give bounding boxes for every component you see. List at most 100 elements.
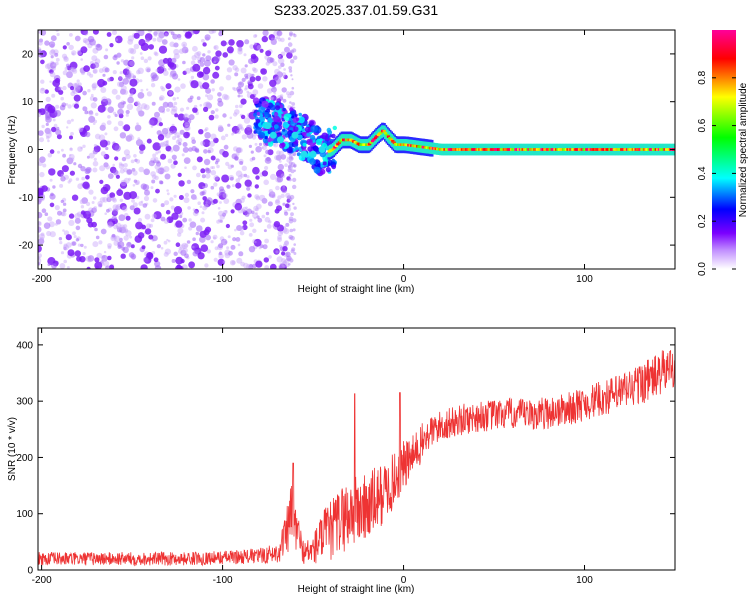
spectrogram-noise-cell: [253, 42, 257, 46]
spectrogram-noise-cell: [132, 170, 138, 176]
spectrogram-noise-cell: [51, 263, 57, 269]
spectrogram-noise-cell: [246, 263, 253, 269]
spectrogram-noise-cell: [184, 122, 190, 127]
spectrogram-noise-cell: [258, 194, 266, 202]
spectrogram-noise-cell: [139, 79, 143, 83]
spectrogram-noise-cell: [133, 154, 137, 158]
spectrogram-noise-cell: [275, 185, 280, 191]
spectrogram-noise-cell: [262, 76, 268, 82]
spectrogram-noise-cell: [69, 147, 73, 152]
spectrogram-noise-cell: [170, 31, 175, 36]
spectrogram-noise-cell: [235, 182, 242, 189]
spectrogram-noise-cell: [241, 195, 246, 200]
spectrogram-peak-cell: [291, 131, 299, 139]
spectrogram-noise-cell: [80, 205, 85, 209]
spectrogram-noise-cell: [142, 184, 150, 191]
spectrogram-noise-cell: [143, 195, 150, 202]
spectrogram-noise-cell: [135, 139, 143, 147]
spectrogram-noise-cell: [292, 202, 295, 206]
spectrogram-noise-cell: [136, 122, 139, 125]
spectrogram-noise-cell: [128, 135, 135, 141]
spectrogram-noise-cell: [151, 179, 156, 184]
spectrogram-noise-cell: [218, 253, 224, 259]
spectrogram-noise-cell: [237, 49, 243, 55]
spectrogram-noise-cell: [50, 192, 54, 197]
spectrogram-noise-cell: [156, 168, 161, 174]
spectrogram-noise-cell: [213, 46, 217, 49]
spectrogram-transition-cell: [252, 97, 260, 104]
spectrogram-noise-cell: [141, 224, 147, 230]
spectrogram-noise-cell: [130, 92, 134, 96]
snr-frame: [37, 327, 676, 571]
spectrogram-noise-cell: [252, 67, 256, 72]
spectrogram-noise-cell: [101, 254, 108, 262]
spectrogram-noise-cell: [244, 212, 250, 217]
spectrogram-noise-cell: [114, 145, 121, 152]
spectrogram-noise-cell: [289, 90, 295, 96]
spectrogram-noise-cell: [173, 53, 180, 60]
spectrogram-noise-cell: [94, 133, 101, 140]
spectrogram-noise-cell: [74, 82, 80, 87]
spectrogram-noise-cell: [225, 223, 230, 229]
spectrogram-noise-cell: [70, 86, 75, 91]
spectrogram-noise-cell: [196, 51, 202, 57]
spectrogram-noise-cell: [158, 122, 163, 127]
spectrogram-noise-cell: [247, 193, 252, 198]
spectrogram-noise-cell: [50, 35, 57, 42]
spectrogram-noise-cell: [214, 161, 219, 165]
spectrogram-signal-core: [334, 144, 338, 147]
spectrogram-noise-cell: [235, 151, 240, 156]
spectrogram-noise-cell: [186, 240, 191, 244]
spectrogram-noise-cell: [282, 98, 287, 103]
spectrogram-signal-core: [389, 138, 393, 141]
spectrogram-noise-cell: [274, 68, 281, 75]
spectrogram-noise-cell: [126, 169, 133, 175]
spectrogram-noise-cell: [102, 73, 106, 77]
spectrogram-transition-cell: [302, 142, 307, 147]
colorbar-tick-label: 0.0: [697, 262, 708, 276]
spectrogram-noise-cell: [169, 125, 178, 134]
spectrogram-noise-cell: [253, 34, 257, 38]
spectrogram-noise-cell: [199, 62, 205, 67]
spectrogram-noise-cell: [150, 218, 155, 223]
spectrogram-noise-cell: [163, 251, 169, 257]
spectrogram-noise-cell: [55, 129, 62, 136]
spectrogram-noise-cell: [234, 228, 237, 232]
spectrogram-noise-cell: [229, 259, 236, 266]
spectrogram-noise-cell: [97, 104, 106, 113]
spectrogram-transition-cell: [255, 127, 262, 134]
spectrogram-noise-cell: [254, 194, 260, 200]
spectrogram-noise-cell: [49, 49, 56, 56]
colorbar-tick-label: 0.4: [697, 166, 708, 180]
spectrogram-noise-cell: [173, 101, 178, 106]
spectrogram-noise-cell: [100, 87, 107, 93]
spectrogram-noise-cell: [232, 131, 235, 135]
spectrogram-noise-cell: [123, 224, 128, 229]
spectrogram-noise-cell: [173, 48, 180, 56]
spectrogram-noise-cell: [47, 152, 53, 158]
spectrogram-noise-cell: [184, 125, 191, 132]
spectrogram-noise-cell: [134, 100, 140, 106]
spectrogram-noise-cell: [226, 184, 231, 189]
spectrogram-noise-cell: [275, 198, 280, 204]
spectrogram-noise-cell: [60, 96, 64, 101]
spectrogram-noise-cell: [268, 255, 272, 259]
spectrogram-noise-cell: [245, 76, 249, 80]
spectrogram-noise-cell: [284, 46, 290, 53]
spectrogram-transition-cell: [306, 132, 311, 137]
spectrogram-noise-cell: [38, 221, 41, 226]
spectrogram-noise-cell: [75, 85, 83, 93]
spectrogram-noise-cell: [206, 197, 213, 205]
spectrogram-transition-cell: [313, 146, 319, 152]
spectrogram-noise-cell: [83, 245, 87, 249]
spectrogram-noise-cell: [49, 178, 53, 182]
spectrogram-transition-cell: [309, 120, 315, 126]
spectrogram-transition-cell: [309, 142, 314, 147]
spectrogram-noise-cell: [96, 252, 103, 259]
spectrogram-noise-cell: [99, 124, 106, 131]
spectrogram-noise-cell: [202, 205, 208, 211]
spectrogram-transition-cell: [282, 128, 286, 132]
spectrogram-noise-cell: [38, 211, 43, 219]
spectrogram-noise-cell: [212, 71, 220, 79]
